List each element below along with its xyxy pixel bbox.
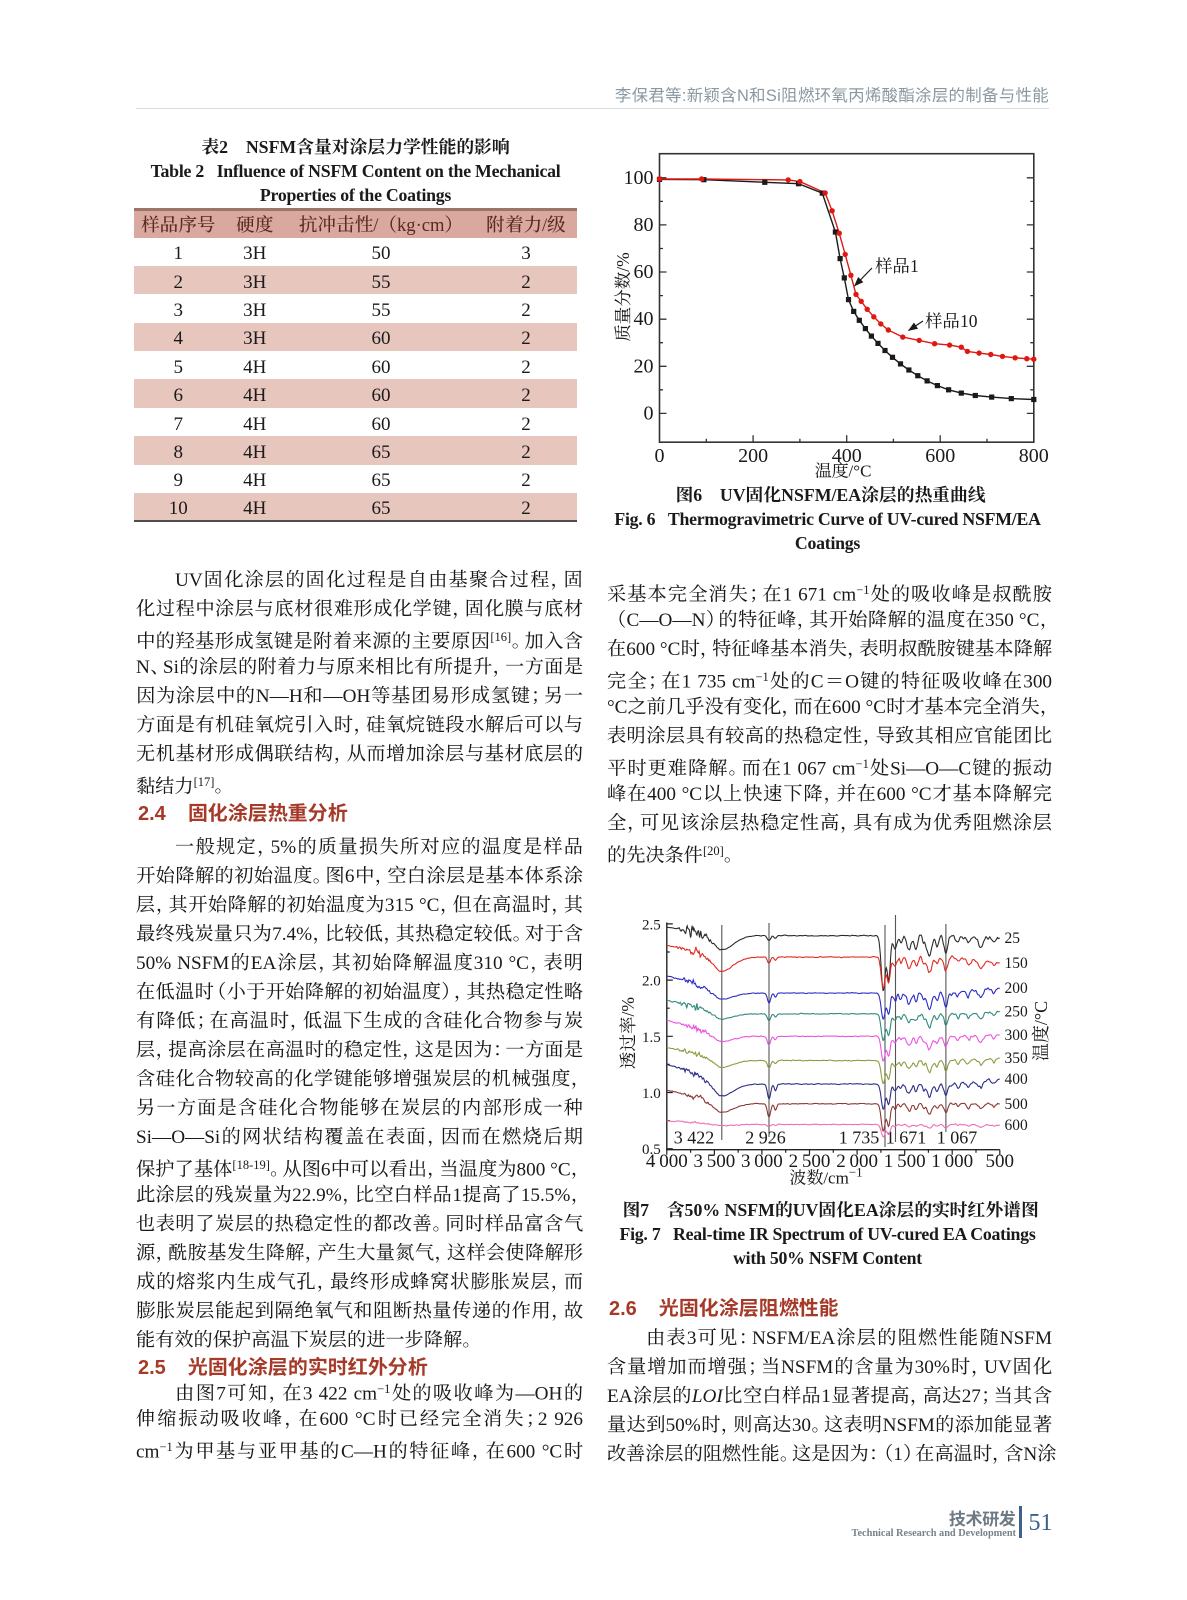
svg-text:800: 800 bbox=[1019, 445, 1049, 467]
svg-text:质量分数/%: 质量分数/% bbox=[610, 252, 635, 341]
svg-text:200: 200 bbox=[738, 445, 768, 467]
svg-text:150: 150 bbox=[1005, 955, 1029, 972]
svg-text:样品1: 样品1 bbox=[875, 253, 919, 278]
svg-text:600: 600 bbox=[925, 445, 955, 467]
svg-text:1.0: 1.0 bbox=[642, 1086, 661, 1102]
svg-text:1 671: 1 671 bbox=[886, 1128, 927, 1148]
svg-text:2 926: 2 926 bbox=[745, 1128, 786, 1148]
svg-text:80: 80 bbox=[634, 214, 654, 236]
svg-text:1 000: 1 000 bbox=[931, 1151, 973, 1172]
svg-text:3 000: 3 000 bbox=[741, 1151, 783, 1172]
svg-text:60: 60 bbox=[634, 261, 654, 283]
svg-text:2.5: 2.5 bbox=[642, 917, 661, 933]
svg-text:0: 0 bbox=[655, 445, 665, 467]
svg-text:波数/cm−1: 波数/cm−1 bbox=[789, 1162, 862, 1189]
svg-text:500: 500 bbox=[1005, 1096, 1029, 1113]
svg-text:0.5: 0.5 bbox=[642, 1142, 661, 1158]
svg-text:1 067: 1 067 bbox=[937, 1128, 978, 1148]
svg-text:2.0: 2.0 bbox=[642, 974, 661, 990]
svg-text:温度/°C: 温度/°C bbox=[1027, 1001, 1053, 1061]
svg-text:3 422: 3 422 bbox=[674, 1128, 715, 1148]
svg-text:2 000: 2 000 bbox=[836, 1151, 878, 1172]
svg-text:400: 400 bbox=[832, 445, 862, 467]
svg-text:500: 500 bbox=[986, 1151, 1015, 1172]
svg-text:透过率/%: 透过率/% bbox=[615, 997, 640, 1069]
svg-text:4 000: 4 000 bbox=[646, 1151, 688, 1172]
svg-text:2 500: 2 500 bbox=[789, 1151, 831, 1172]
svg-text:25: 25 bbox=[1005, 930, 1021, 947]
svg-text:400: 400 bbox=[1005, 1071, 1029, 1088]
svg-text:0: 0 bbox=[644, 402, 654, 424]
svg-text:600: 600 bbox=[1005, 1117, 1029, 1134]
svg-text:300: 300 bbox=[1005, 1027, 1029, 1044]
svg-text:1 500: 1 500 bbox=[884, 1151, 926, 1172]
svg-text:40: 40 bbox=[634, 308, 654, 330]
svg-text:1.5: 1.5 bbox=[642, 1030, 661, 1046]
svg-text:温度/°C: 温度/°C bbox=[815, 457, 872, 482]
svg-text:100: 100 bbox=[624, 167, 654, 189]
svg-text:样品10: 样品10 bbox=[925, 308, 978, 333]
svg-text:20: 20 bbox=[634, 355, 654, 377]
svg-text:3 500: 3 500 bbox=[693, 1151, 735, 1172]
svg-text:1 735: 1 735 bbox=[839, 1128, 880, 1148]
svg-text:200: 200 bbox=[1005, 980, 1029, 997]
svg-text:350: 350 bbox=[1005, 1050, 1029, 1067]
svg-text:250: 250 bbox=[1005, 1004, 1029, 1021]
